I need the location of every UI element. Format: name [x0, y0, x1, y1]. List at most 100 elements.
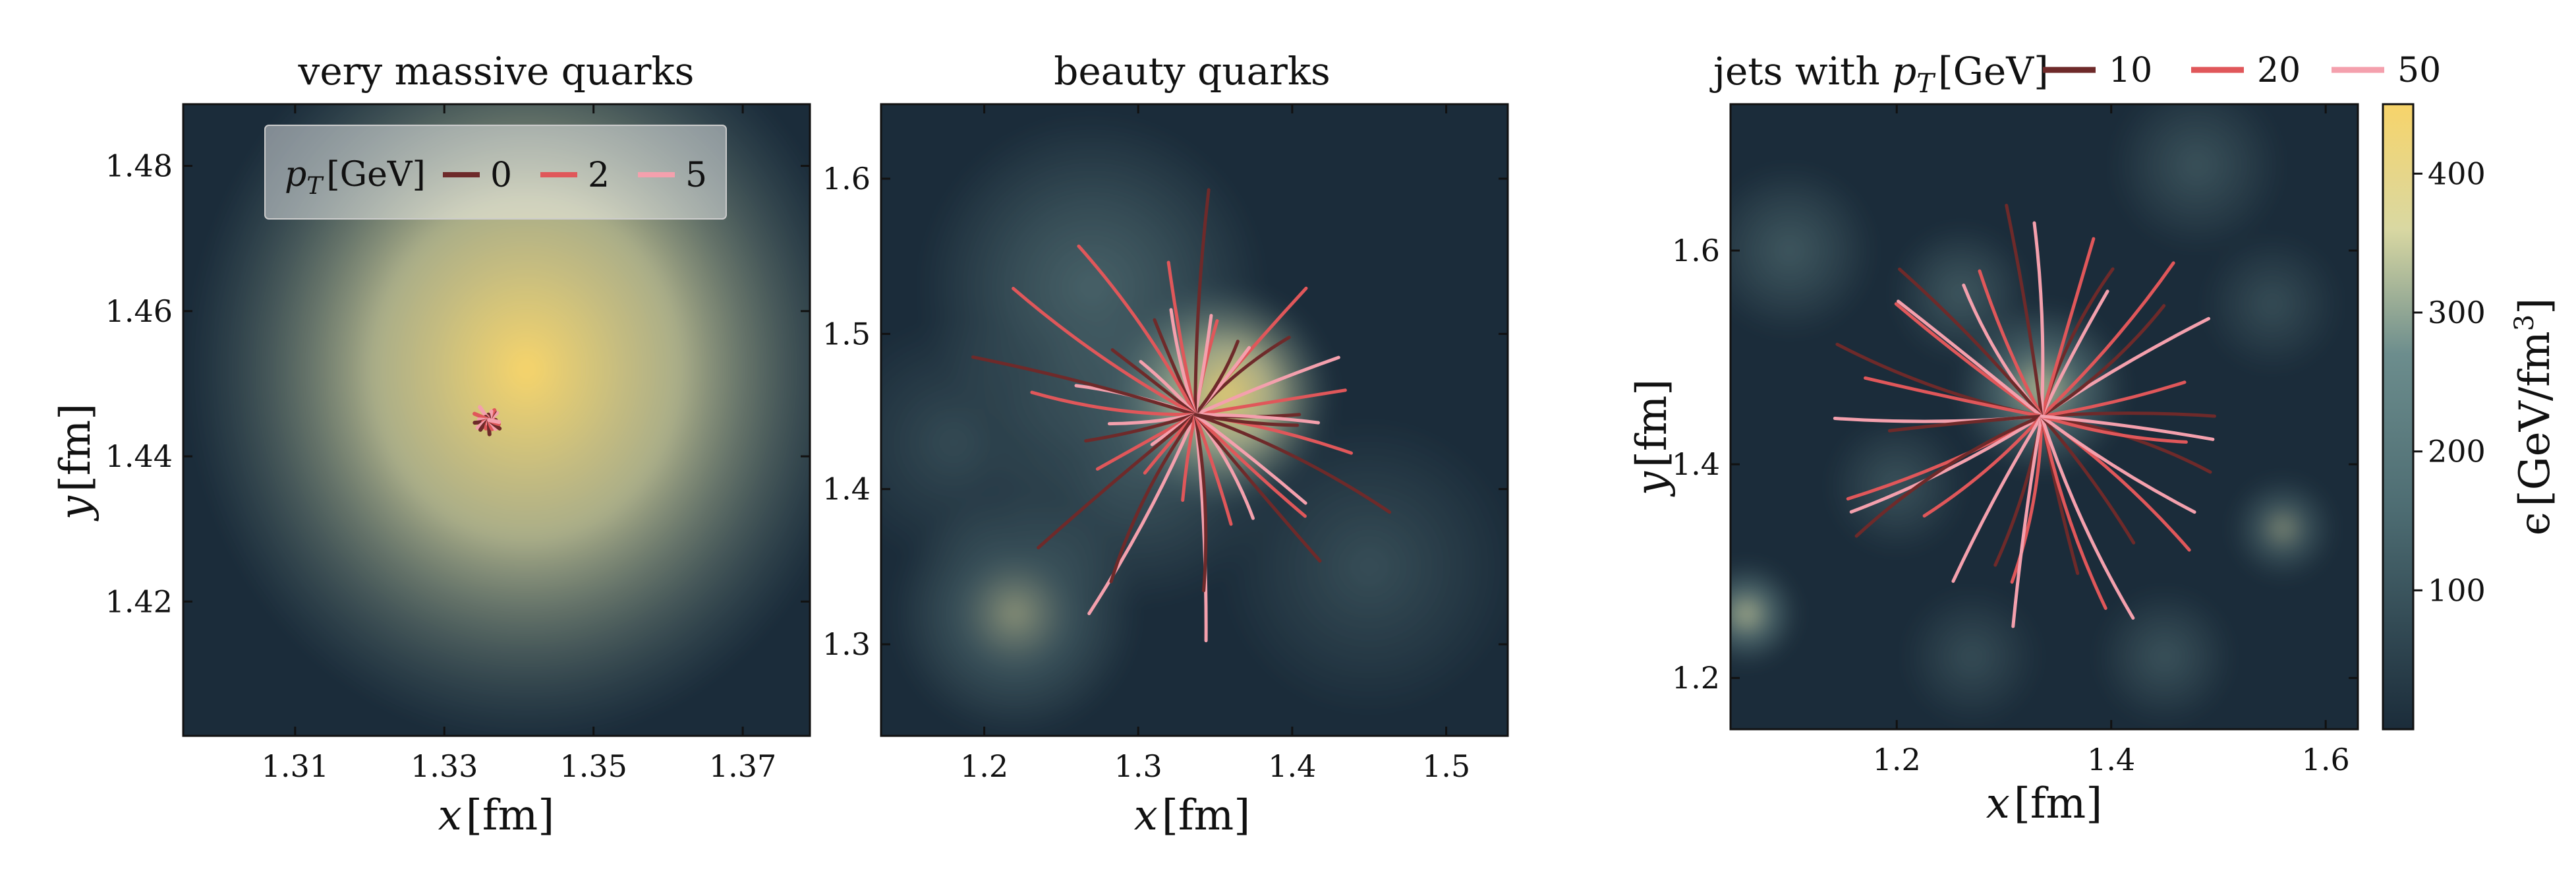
- x-axis-label: x[fm]: [1986, 779, 2102, 828]
- track-line: [1193, 413, 1321, 425]
- track-line: [2040, 380, 2187, 418]
- legend: 10 20 50: [2043, 51, 2441, 90]
- track-line: [1922, 414, 2044, 518]
- colorbar-label: ϵ[GeV/fm3]: [2509, 298, 2560, 535]
- plot-frame: [1729, 103, 2359, 731]
- hotspot: [1892, 224, 2030, 362]
- track-line: [2040, 289, 2109, 418]
- y-tick-label: 1.6: [822, 161, 871, 196]
- track-line: [2040, 414, 2136, 545]
- track-line: [2040, 414, 2107, 610]
- track-line: [2011, 414, 2044, 628]
- track-line: [1109, 413, 1197, 584]
- track-line: [1110, 348, 1197, 417]
- colorbar-tick-label: 300: [2428, 295, 2486, 330]
- track-line: [1193, 413, 1322, 563]
- track-line: [1951, 414, 2044, 583]
- hotspot: [2203, 235, 2341, 373]
- track-line: [1193, 413, 1233, 526]
- panel-very-massive-quarks: very massive quarks 1.31 1.33 1.35 1.37 1.42…: [51, 49, 811, 840]
- plot-frame: [182, 103, 811, 737]
- track-line: [2040, 237, 2096, 418]
- colorbar-ticks: 100 200 300 400: [2413, 156, 2486, 608]
- track-line: [2005, 204, 2044, 418]
- track-line: [1897, 299, 2044, 418]
- colorbar-tick-label: 200: [2428, 434, 2486, 469]
- panel-title: jets with pT [GeV]: [1709, 49, 2049, 99]
- x-tick-label: 1.5: [1422, 748, 1470, 784]
- x-tick-label: 1.3: [1114, 748, 1162, 784]
- track-line: [1864, 376, 2044, 418]
- hotspot: [2231, 477, 2335, 580]
- colorbar-gradient: [2382, 103, 2415, 731]
- panel-title: beauty quarks: [1054, 49, 1331, 94]
- track-line: [2040, 414, 2196, 514]
- x-tick-label: 1.37: [709, 748, 776, 784]
- track-line: [1193, 413, 1300, 427]
- legend-box: [264, 125, 727, 220]
- tick-labels: 1.31 1.33 1.35 1.37 1.42 1.44 1.46 1.48: [105, 104, 810, 784]
- panel-beauty-quarks: beauty quarks 1.2 1.3 1.4 1.5 1.3 1.4 1.5 1.6 x…: [822, 49, 1509, 840]
- x-tick-label: 1.33: [411, 748, 478, 784]
- x-axis-label: x[fm]: [438, 791, 554, 840]
- legend-label: 0: [490, 156, 512, 195]
- track-line: [971, 355, 1197, 417]
- y-tick-label: 1.42: [105, 584, 173, 619]
- track-line: [1181, 413, 1197, 502]
- track-line: [1037, 413, 1197, 550]
- track-line: [1854, 414, 2044, 538]
- y-tick-label: 1.48: [105, 148, 173, 184]
- hotspot: [1828, 417, 1966, 555]
- y-tick-label: 1.4: [822, 471, 871, 507]
- track-line: [1077, 244, 1197, 417]
- x-tick-label: 1.2: [1873, 742, 1921, 777]
- colorbar-tick-label: 100: [2428, 572, 2486, 608]
- tick-labels: 1.2 1.4 1.6 1.2 1.4 1.6: [1672, 104, 2358, 777]
- hotspot: [990, 310, 1286, 606]
- hotspot: [1731, 164, 1875, 337]
- hotspot: [1903, 587, 2041, 725]
- colorbar: 100 200 300 400 ϵ[GeV/fm3]: [2382, 103, 2560, 731]
- x-tick-label: 1.4: [2087, 742, 2135, 777]
- legend-label: 5: [685, 156, 707, 195]
- track-line: [1193, 388, 1347, 417]
- track-line: [1193, 314, 1213, 417]
- track-line: [2040, 304, 2166, 418]
- track-line: [1193, 188, 1211, 417]
- x-tick-label: 1.2: [960, 748, 1008, 784]
- track-line: [2040, 414, 2215, 441]
- track-line: [2032, 221, 2045, 418]
- legend-label: 50: [2397, 51, 2441, 90]
- track-line: [2040, 414, 2188, 444]
- track-line: [2040, 411, 2216, 418]
- plot-area: [1729, 103, 2359, 731]
- tick-labels: 1.2 1.3 1.4 1.5 1.3 1.4 1.5 1.6: [822, 104, 1508, 784]
- track-line: [1193, 413, 1208, 593]
- x-tick-label: 1.35: [559, 748, 627, 784]
- track-line: [487, 418, 501, 425]
- y-tick-label: 1.4: [1672, 446, 1720, 482]
- y-tick-label: 1.5: [822, 316, 871, 351]
- plot-area: [880, 103, 1509, 737]
- track-line: [1846, 414, 2044, 500]
- track-line: [1193, 413, 1392, 514]
- hotspot: [2111, 104, 2283, 251]
- track-line: [1012, 287, 1197, 417]
- track-line: [1849, 414, 2044, 514]
- track-line: [1087, 413, 1197, 616]
- x-axis-label: x[fm]: [1134, 791, 1250, 840]
- legend-title: pT [GeV]: [285, 155, 426, 200]
- colorbar-tick-label: 400: [2428, 156, 2486, 191]
- hotspot: [881, 319, 1077, 566]
- hotspot: [1731, 562, 1798, 666]
- track-line: [1193, 413, 1208, 643]
- hotspot: [186, 104, 810, 736]
- track-line: [1030, 390, 1197, 417]
- y-tick-label: 1.6: [1672, 233, 1720, 268]
- y-tick-label: 1.2: [1672, 660, 1720, 696]
- track-line: [1193, 413, 1307, 505]
- legend: pT [GeV] 0 2 5: [264, 125, 727, 220]
- y-tick-label: 1.3: [822, 626, 871, 662]
- track-line: [2040, 261, 2175, 418]
